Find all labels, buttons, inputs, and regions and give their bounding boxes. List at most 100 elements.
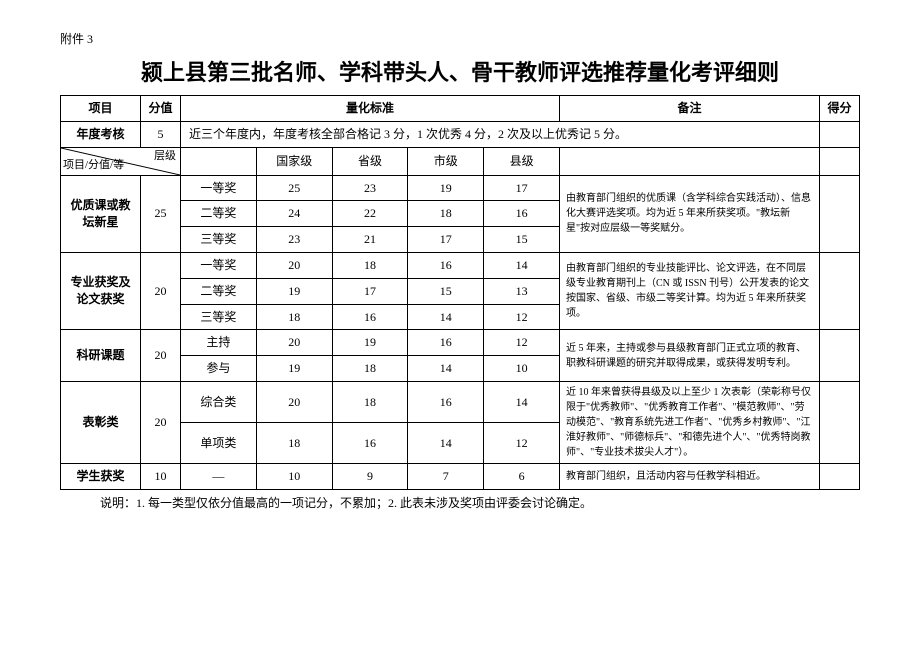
sec2-tier0: 主持	[181, 330, 257, 356]
tier-spacer	[181, 147, 257, 175]
table-row: 学生获奖 10 — 10 9 7 6 教育部门组织，且活动内容与任教学科相近。	[61, 463, 860, 489]
sec0-score: 25	[141, 175, 181, 252]
sec1-tier0: 一等奖	[181, 252, 257, 278]
level-2: 市级	[408, 147, 484, 175]
cell: 10	[256, 463, 332, 489]
cell: 14	[408, 356, 484, 382]
evaluation-table: 项目 分值 量化标准 备注 得分 年度考核 5 近三个年度内，年度考核全部合格记…	[60, 95, 860, 490]
sec2-label: 科研课题	[61, 330, 141, 382]
cell: 6	[484, 463, 560, 489]
cell: 16	[408, 381, 484, 422]
cell: 20	[256, 330, 332, 356]
cell: 18	[332, 252, 408, 278]
cell: 22	[332, 201, 408, 227]
sec4-tier0: —	[181, 463, 257, 489]
sec4-remark: 教育部门组织，且活动内容与任教学科相近。	[560, 463, 820, 489]
level-remark-spacer	[560, 147, 820, 175]
cell: 19	[408, 175, 484, 201]
cell: 16	[332, 422, 408, 463]
cell: 17	[484, 175, 560, 201]
sec4-label: 学生获奖	[61, 463, 141, 489]
sec3-remark: 近 10 年来曾获得县级及以上至少 1 次表彰（荣彰称号仅限于"优秀教师"、"优…	[560, 381, 820, 463]
cell: 15	[484, 227, 560, 253]
level-0: 国家级	[256, 147, 332, 175]
cell: 10	[484, 356, 560, 382]
hdr-criteria: 量化标准	[181, 96, 560, 122]
sec0-remark: 由教育部门组织的优质课（含学科综合实践活动）、信息化大赛评选奖项。均为近 5 年…	[560, 175, 820, 252]
cell: 17	[332, 278, 408, 304]
cell: 14	[408, 422, 484, 463]
annual-row: 年度考核 5 近三个年度内，年度考核全部合格记 3 分，1 次优秀 4 分，2 …	[61, 121, 860, 147]
cell: 12	[484, 330, 560, 356]
cell: 25	[256, 175, 332, 201]
cell: 19	[256, 356, 332, 382]
level-1: 省级	[332, 147, 408, 175]
cell: 23	[256, 227, 332, 253]
sec3-label: 表彰类	[61, 381, 141, 463]
sec4-defen	[820, 463, 860, 489]
level-3: 县级	[484, 147, 560, 175]
cell: 24	[256, 201, 332, 227]
sec1-tier2: 三等奖	[181, 304, 257, 330]
cell: 18	[256, 422, 332, 463]
sec2-score: 20	[141, 330, 181, 382]
sec3-tier0: 综合类	[181, 381, 257, 422]
sec3-score: 20	[141, 381, 181, 463]
sec3-defen	[820, 381, 860, 463]
cell: 18	[332, 381, 408, 422]
cell: 9	[332, 463, 408, 489]
sec1-score: 20	[141, 252, 181, 329]
hdr-remark: 备注	[560, 96, 820, 122]
cell: 16	[408, 252, 484, 278]
cell: 18	[408, 201, 484, 227]
header-row: 项目 分值 量化标准 备注 得分	[61, 96, 860, 122]
level-defen-spacer	[820, 147, 860, 175]
diag-bottom: 项目/分值/等	[63, 158, 124, 173]
cell: 12	[484, 304, 560, 330]
annual-label: 年度考核	[61, 121, 141, 147]
cell: 23	[332, 175, 408, 201]
cell: 13	[484, 278, 560, 304]
sec0-tier2: 三等奖	[181, 227, 257, 253]
sec1-defen	[820, 252, 860, 329]
sec1-tier1: 二等奖	[181, 278, 257, 304]
cell: 20	[256, 252, 332, 278]
sec0-defen	[820, 175, 860, 252]
cell: 19	[256, 278, 332, 304]
table-row: 优质课或教坛新星 25 一等奖 25 23 19 17 由教育部门组织的优质课（…	[61, 175, 860, 201]
cell: 12	[484, 422, 560, 463]
annual-score: 5	[141, 121, 181, 147]
sec4-score: 10	[141, 463, 181, 489]
cell: 17	[408, 227, 484, 253]
level-row: 层级 项目/分值/等 国家级 省级 市级 县级	[61, 147, 860, 175]
cell: 18	[332, 356, 408, 382]
sec2-defen	[820, 330, 860, 382]
table-row: 科研课题 20 主持 20 19 16 12 近 5 年来，主持或参与县级教育部…	[61, 330, 860, 356]
cell: 14	[408, 304, 484, 330]
sec1-remark: 由教育部门组织的专业技能评比、论文评选，在不同层级专业教育期刊上（CN 或 IS…	[560, 252, 820, 329]
sec3-tier1: 单项类	[181, 422, 257, 463]
sec2-remark: 近 5 年来，主持或参与县级教育部门正式立项的教育、职教科研课题的研究并取得成果…	[560, 330, 820, 382]
diag-top: 层级	[154, 149, 176, 164]
cell: 7	[408, 463, 484, 489]
sec2-tier1: 参与	[181, 356, 257, 382]
cell: 18	[256, 304, 332, 330]
cell: 19	[332, 330, 408, 356]
page-title: 颍上县第三批名师、学科带头人、骨干教师评选推荐量化考评细则	[60, 55, 860, 87]
footnote: 说明：1. 每一类型仅依分值最高的一项记分，不累加；2. 此表未涉及奖项由评委会…	[60, 494, 860, 511]
cell: 14	[484, 252, 560, 278]
cell: 15	[408, 278, 484, 304]
hdr-defen: 得分	[820, 96, 860, 122]
cell: 16	[332, 304, 408, 330]
sec0-tier0: 一等奖	[181, 175, 257, 201]
cell: 16	[484, 201, 560, 227]
hdr-project: 项目	[61, 96, 141, 122]
cell: 16	[408, 330, 484, 356]
annual-criteria: 近三个年度内，年度考核全部合格记 3 分，1 次优秀 4 分，2 次及以上优秀记…	[181, 121, 820, 147]
cell: 21	[332, 227, 408, 253]
diag-cell: 层级 项目/分值/等	[61, 147, 181, 175]
annual-defen	[820, 121, 860, 147]
sec1-label: 专业获奖及论文获奖	[61, 252, 141, 329]
table-row: 专业获奖及论文获奖 20 一等奖 20 18 16 14 由教育部门组织的专业技…	[61, 252, 860, 278]
hdr-score: 分值	[141, 96, 181, 122]
